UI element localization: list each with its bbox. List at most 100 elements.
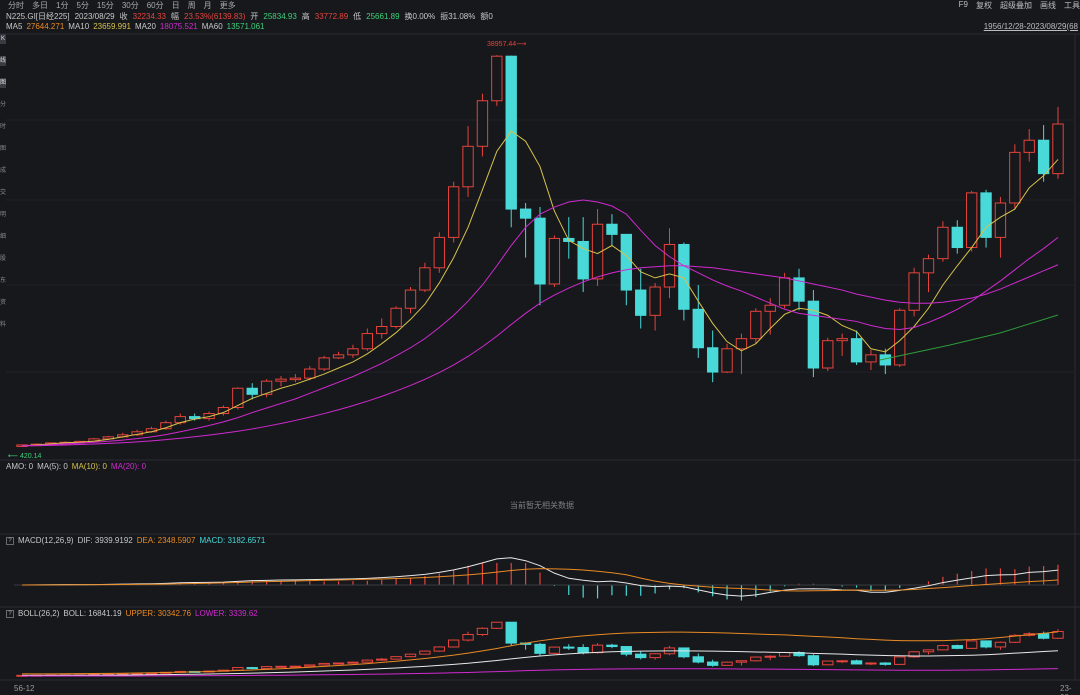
- macd-dea: DEA: 2348.5907: [136, 536, 196, 545]
- symbol[interactable]: N225.GI[日经225]: [6, 11, 70, 21]
- boll-candle: [706, 661, 719, 666]
- candle-up: [894, 309, 906, 366]
- period-tab-4[interactable]: 15分: [96, 0, 114, 10]
- left-tab-4[interactable]: 时: [0, 124, 7, 130]
- left-tab-13[interactable]: 料: [0, 322, 7, 328]
- left-tab-6[interactable]: 成: [0, 168, 7, 174]
- ma10-line: [21, 199, 1059, 447]
- left-tab-11[interactable]: 东: [0, 278, 7, 284]
- ma60-value: 13571.061: [226, 22, 265, 31]
- left-tab-2[interactable]: 图: [0, 78, 7, 88]
- period-tab-3[interactable]: 5分: [76, 0, 89, 10]
- boll-candle: [635, 653, 647, 659]
- period-tab-6[interactable]: 60分: [146, 0, 164, 10]
- boll-lower-line: [22, 668, 1059, 677]
- left-tab-3[interactable]: 分: [0, 102, 7, 108]
- candle-up: [908, 272, 920, 311]
- change-label: 幅: [171, 11, 180, 21]
- boll-candle: [505, 621, 517, 644]
- boll-help-icon[interactable]: ?: [6, 609, 14, 618]
- boll-candle: [807, 655, 820, 666]
- boll-candle: [591, 644, 604, 654]
- candle-down: [850, 338, 863, 363]
- boll-candle: [649, 653, 661, 659]
- boll-label[interactable]: BOLL(26,2): [18, 609, 60, 618]
- boll-candle: [750, 656, 762, 662]
- candle-up: [332, 354, 345, 359]
- boll-candle: [735, 660, 748, 663]
- candle-up: [1052, 123, 1064, 175]
- period-tab-9[interactable]: 月: [203, 0, 212, 10]
- left-tab-5[interactable]: 图: [0, 146, 7, 152]
- toolbar-right-item-0[interactable]: F9: [958, 0, 968, 9]
- boll-candle: [678, 647, 690, 658]
- left-tab-8[interactable]: 明: [0, 212, 7, 218]
- candle-up: [376, 325, 388, 335]
- candle-down: [519, 208, 532, 219]
- toolbar-right-item-3[interactable]: 画线: [1040, 1, 1056, 10]
- date-range[interactable]: 1956/12/28-2023/08/29(68: [983, 22, 1078, 31]
- period-tab-1[interactable]: 多日: [32, 0, 48, 10]
- candle-up: [433, 236, 445, 269]
- candle-up: [476, 100, 489, 147]
- period-tab-10[interactable]: 更多: [219, 0, 236, 10]
- candle-down: [577, 240, 589, 280]
- candle-up: [937, 226, 949, 260]
- macd-header: ? MACD(12,26,9) DIF: 3939.9192 DEA: 2348…: [6, 536, 265, 545]
- toolbar-right-item-2[interactable]: 超级叠加: [1000, 1, 1032, 10]
- boll-candle: [404, 653, 417, 658]
- candle-down: [793, 277, 805, 302]
- boll-candle: [721, 661, 733, 666]
- ma20-line: [21, 264, 1059, 447]
- candle-up: [304, 368, 316, 379]
- boll-candle: [1052, 630, 1064, 639]
- boll-candle: [232, 667, 244, 671]
- boll-candle: [491, 621, 503, 629]
- boll-candle: [922, 649, 935, 653]
- boll-candle: [476, 627, 489, 636]
- open-value: 25834.93: [263, 11, 297, 21]
- left-tab-7[interactable]: 交: [0, 190, 7, 196]
- candle-down: [246, 387, 258, 395]
- boll-candle: [347, 661, 359, 664]
- toolbar-right-item-4[interactable]: 工具: [1064, 1, 1080, 10]
- low-label: 低: [353, 11, 362, 21]
- macd-dif-line: [21, 557, 1059, 597]
- boll-candle: [361, 659, 374, 663]
- change-value: 23.53%(6139.83): [184, 11, 246, 21]
- candle-down: [1037, 139, 1050, 175]
- macd-help-icon[interactable]: ?: [6, 536, 14, 545]
- boll-candle: [332, 662, 345, 665]
- close-value: 32234.33: [132, 11, 167, 21]
- toolbar-right-item-1[interactable]: 复权: [976, 1, 992, 10]
- period-tab-0[interactable]: 分时: [8, 0, 24, 10]
- candle-up: [390, 307, 402, 327]
- period-tab-2[interactable]: 1分: [56, 0, 69, 10]
- x-axis-end: 23-08: [1060, 684, 1072, 695]
- candle-up: [965, 192, 978, 249]
- candle-up: [778, 277, 791, 306]
- period-tab-8[interactable]: 周: [187, 0, 196, 10]
- period-tab-5[interactable]: 30分: [121, 0, 139, 10]
- candle-down: [692, 308, 704, 349]
- left-tab-1[interactable]: 线: [0, 56, 7, 66]
- boll-candle: [865, 662, 877, 665]
- ma5-value: 27644.271: [26, 22, 65, 31]
- boll-candle: [419, 650, 431, 655]
- low-price-label: ⟵ 420.14: [8, 453, 42, 460]
- amount: 额0: [480, 11, 493, 21]
- boll-candle: [836, 660, 848, 663]
- left-tab-9[interactable]: 细: [0, 234, 7, 240]
- candle-up: [361, 333, 374, 350]
- left-tab-12[interactable]: 资: [0, 300, 7, 306]
- boll-candle: [965, 640, 978, 649]
- left-tab-0[interactable]: K: [0, 34, 6, 44]
- left-tab-10[interactable]: 股: [0, 256, 7, 262]
- candle-down: [534, 217, 546, 285]
- period-tab-7[interactable]: 日: [171, 0, 180, 10]
- open-label: 开: [250, 11, 259, 21]
- macd-label[interactable]: MACD(12,26,9): [18, 536, 74, 545]
